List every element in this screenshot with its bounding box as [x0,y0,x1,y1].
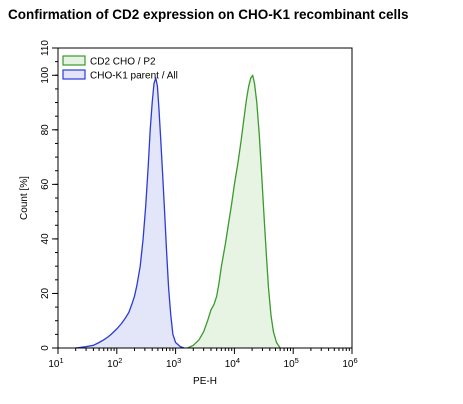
y-axis-label: Count [%] [19,176,30,220]
x-tick-label: 101 [48,356,63,370]
y-tick-label: 20 [40,287,51,299]
y-tick-label: 0 [40,345,51,351]
legend-label-1: CHO-K1 parent / All [90,71,178,82]
x-tick-label: 105 [284,356,299,370]
chart-title: Confirmation of CD2 expression on CHO-K1… [8,7,409,22]
x-tick-label: 106 [342,356,357,370]
legend-swatch-1 [62,69,86,80]
series-fill-0 [187,75,281,349]
series-line-0 [187,74,281,349]
legend-label-0: CD2 CHO / P2 [90,57,156,68]
x-tick-label: 102 [107,356,122,370]
y-axis: 0 20 40 60 80 100 110 [40,40,58,351]
x-tick-label: 103 [166,356,181,370]
series-layer [75,74,281,349]
y-tick-label: 40 [40,233,51,245]
legend-swatch-0 [62,55,86,66]
plot-frame [57,47,353,349]
y-tick-label: 100 [40,66,51,83]
y-tick-label: 110 [40,40,51,56]
x-axis: 101 102 103 104 105 106 [48,348,358,370]
legend: CD2 CHO / P2 CHO-K1 parent / All [62,55,178,82]
x-axis-label: PE-H [193,376,217,387]
series-fill-1 [75,78,185,348]
x-tick-label: 104 [225,356,240,370]
y-tick-label: 60 [40,178,51,190]
y-tick-label: 80 [40,124,51,136]
series-line-1 [75,77,185,349]
